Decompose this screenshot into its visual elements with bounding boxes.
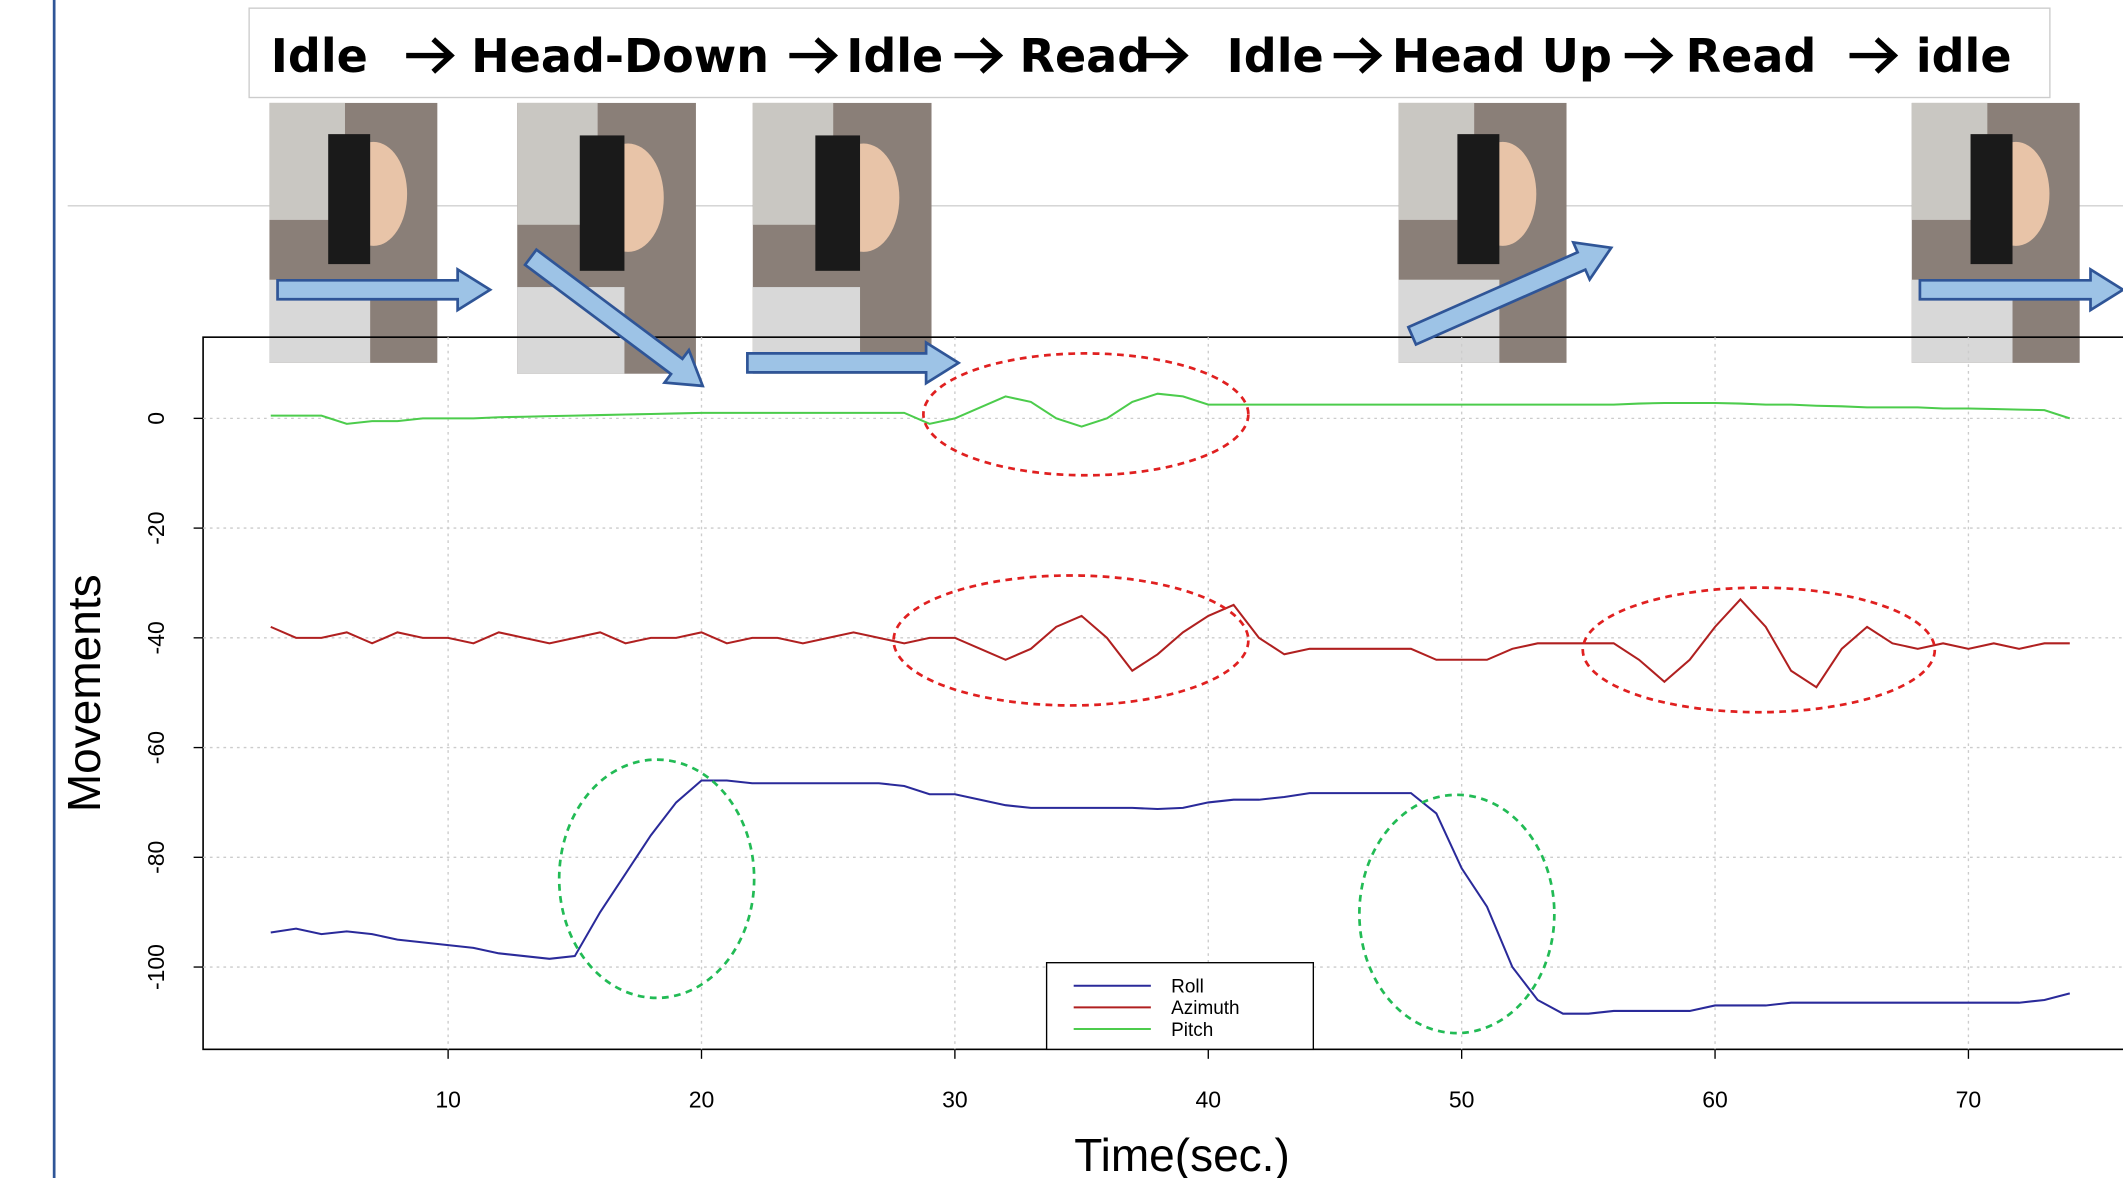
x-tick-label: 70: [1956, 1087, 1982, 1113]
state-label: Head-Down: [471, 29, 769, 83]
x-tick-label: 10: [435, 1087, 461, 1113]
photo-hair: [1457, 134, 1499, 264]
y-tick-label: -100: [143, 944, 169, 990]
x-tick-label: 60: [1702, 1087, 1728, 1113]
chart: 0 -20 -40 -60 -80 -100 10 20 30 40 50 60 70 RollAzim…: [0, 0, 2123, 1178]
x-tick-label: 50: [1449, 1087, 1475, 1113]
y-tick-label: -20: [143, 511, 169, 544]
x-tick-label: 30: [942, 1087, 968, 1113]
y-tick-label: -60: [143, 731, 169, 764]
x-tick-label: 40: [1195, 1087, 1221, 1113]
state-label: Read: [1020, 29, 1151, 83]
photo-hair: [1971, 134, 2013, 264]
state-label: idle: [1916, 29, 2012, 83]
photo-hair: [580, 135, 625, 270]
y-tick-label: 0: [143, 412, 169, 425]
y-tick-label: -80: [143, 841, 169, 874]
plot-box: [203, 337, 2123, 1049]
x-axis-label: Time(sec.): [1074, 1129, 1290, 1178]
highlight: [1583, 588, 1935, 713]
state-label: Idle: [846, 29, 943, 83]
series-line: [271, 394, 2070, 427]
photos: [269, 103, 2079, 374]
page: {"header": {"sequence": ["Idle", "Head-D…: [0, 0, 2123, 1178]
y-tick-label: -40: [143, 621, 169, 654]
photo-hair: [328, 134, 370, 264]
highlight: [559, 760, 754, 998]
legend-label: Roll: [1171, 976, 1204, 997]
annotations: [559, 353, 1935, 1033]
y-axis-label: Movements: [58, 574, 110, 812]
series-line: [271, 599, 2070, 687]
banner: Idle Head-Down Idle Read Idle Head Up Read idle: [271, 29, 2012, 83]
photo-hair: [815, 135, 860, 270]
state-label: Idle: [271, 29, 368, 83]
x-tick-label: 20: [689, 1087, 715, 1113]
legend-label: Pitch: [1171, 1020, 1213, 1041]
state-label: Read: [1686, 29, 1817, 83]
state-label: Head Up: [1392, 29, 1612, 83]
state-label: Idle: [1227, 29, 1324, 83]
highlight: [894, 575, 1249, 705]
highlight: [923, 353, 1248, 475]
legend-label: Azimuth: [1171, 998, 1239, 1019]
highlight: [1359, 795, 1554, 1033]
